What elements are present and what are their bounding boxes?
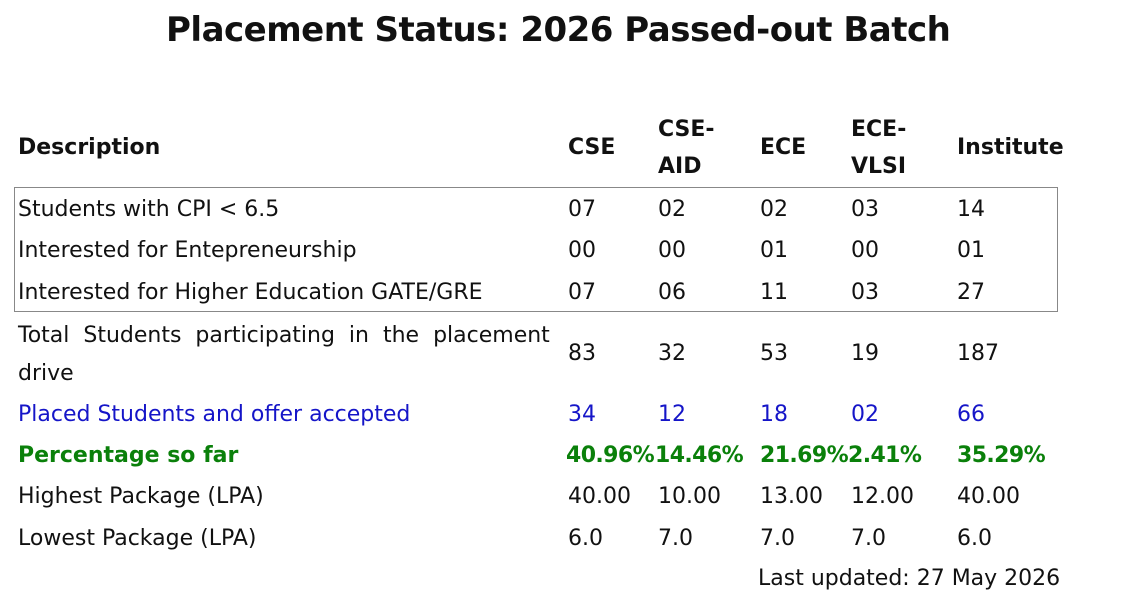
cell-ece-vlsi: 19 bbox=[851, 341, 879, 366]
cell-institute: 01 bbox=[957, 238, 985, 263]
cell-ece-vlsi: 2.41% bbox=[848, 443, 922, 468]
cell-institute: 27 bbox=[957, 280, 985, 305]
header-cse-aid-line1: CSE- bbox=[658, 117, 715, 142]
cell-cse-aid: 06 bbox=[658, 280, 686, 305]
cell-ece-vlsi: 12.00 bbox=[851, 484, 914, 509]
cell-cse: 07 bbox=[568, 197, 596, 222]
cell-cse: 40.96% bbox=[566, 443, 655, 468]
boxed-row-group bbox=[14, 187, 1058, 312]
row-label: Interested for Entepreneurship bbox=[18, 238, 357, 263]
row-label: Placed Students and offer accepted bbox=[18, 402, 411, 427]
cell-ece-vlsi: 03 bbox=[851, 280, 879, 305]
page-title: Placement Status: 2026 Passed-out Batch bbox=[166, 10, 951, 50]
cell-institute: 187 bbox=[957, 341, 999, 366]
cell-cse: 07 bbox=[568, 280, 596, 305]
cell-institute: 14 bbox=[957, 197, 985, 222]
cell-ece: 02 bbox=[760, 197, 788, 222]
cell-cse: 40.00 bbox=[568, 484, 631, 509]
row-label: Percentage so far bbox=[18, 443, 239, 468]
cell-ece-vlsi: 7.0 bbox=[851, 526, 886, 551]
cell-cse-aid: 12 bbox=[658, 402, 686, 427]
cell-ece: 11 bbox=[760, 280, 788, 305]
cell-cse: 00 bbox=[568, 238, 596, 263]
cell-cse-aid: 10.00 bbox=[658, 484, 721, 509]
cell-ece: 7.0 bbox=[760, 526, 795, 551]
cell-ece: 13.00 bbox=[760, 484, 823, 509]
cell-cse: 34 bbox=[568, 402, 596, 427]
header-ece-vlsi-line2: VLSI bbox=[851, 154, 907, 179]
cell-ece: 18 bbox=[760, 402, 788, 427]
cell-cse-aid: 32 bbox=[658, 341, 686, 366]
row-label-line1: Total Students participating in the plac… bbox=[18, 323, 550, 348]
header-institute: Institute bbox=[957, 135, 1064, 160]
cell-institute: 35.29% bbox=[957, 443, 1046, 468]
row-label-line2: drive bbox=[18, 361, 74, 386]
cell-cse-aid: 00 bbox=[658, 238, 686, 263]
cell-ece: 21.69% bbox=[760, 443, 849, 468]
cell-cse: 6.0 bbox=[568, 526, 603, 551]
row-label: Interested for Higher Education GATE/GRE bbox=[18, 280, 483, 305]
cell-cse-aid: 7.0 bbox=[658, 526, 693, 551]
cell-institute: 6.0 bbox=[957, 526, 992, 551]
header-cse: CSE bbox=[568, 135, 616, 160]
cell-institute: 66 bbox=[957, 402, 985, 427]
cell-cse: 83 bbox=[568, 341, 596, 366]
cell-ece: 01 bbox=[760, 238, 788, 263]
header-description: Description bbox=[18, 135, 161, 160]
row-label: Students with CPI < 6.5 bbox=[18, 197, 280, 222]
cell-ece-vlsi: 03 bbox=[851, 197, 879, 222]
header-cse-aid-line2: AID bbox=[658, 154, 702, 179]
header-ece-vlsi-line1: ECE- bbox=[851, 117, 907, 142]
cell-cse-aid: 14.46% bbox=[655, 443, 744, 468]
cell-ece: 53 bbox=[760, 341, 788, 366]
row-label: Highest Package (LPA) bbox=[18, 484, 264, 509]
header-ece: ECE bbox=[760, 135, 807, 160]
cell-institute: 40.00 bbox=[957, 484, 1020, 509]
last-updated: Last updated: 27 May 2026 bbox=[758, 566, 1061, 591]
cell-ece-vlsi: 00 bbox=[851, 238, 879, 263]
cell-cse-aid: 02 bbox=[658, 197, 686, 222]
cell-ece-vlsi: 02 bbox=[851, 402, 879, 427]
row-label: Lowest Package (LPA) bbox=[18, 526, 257, 551]
